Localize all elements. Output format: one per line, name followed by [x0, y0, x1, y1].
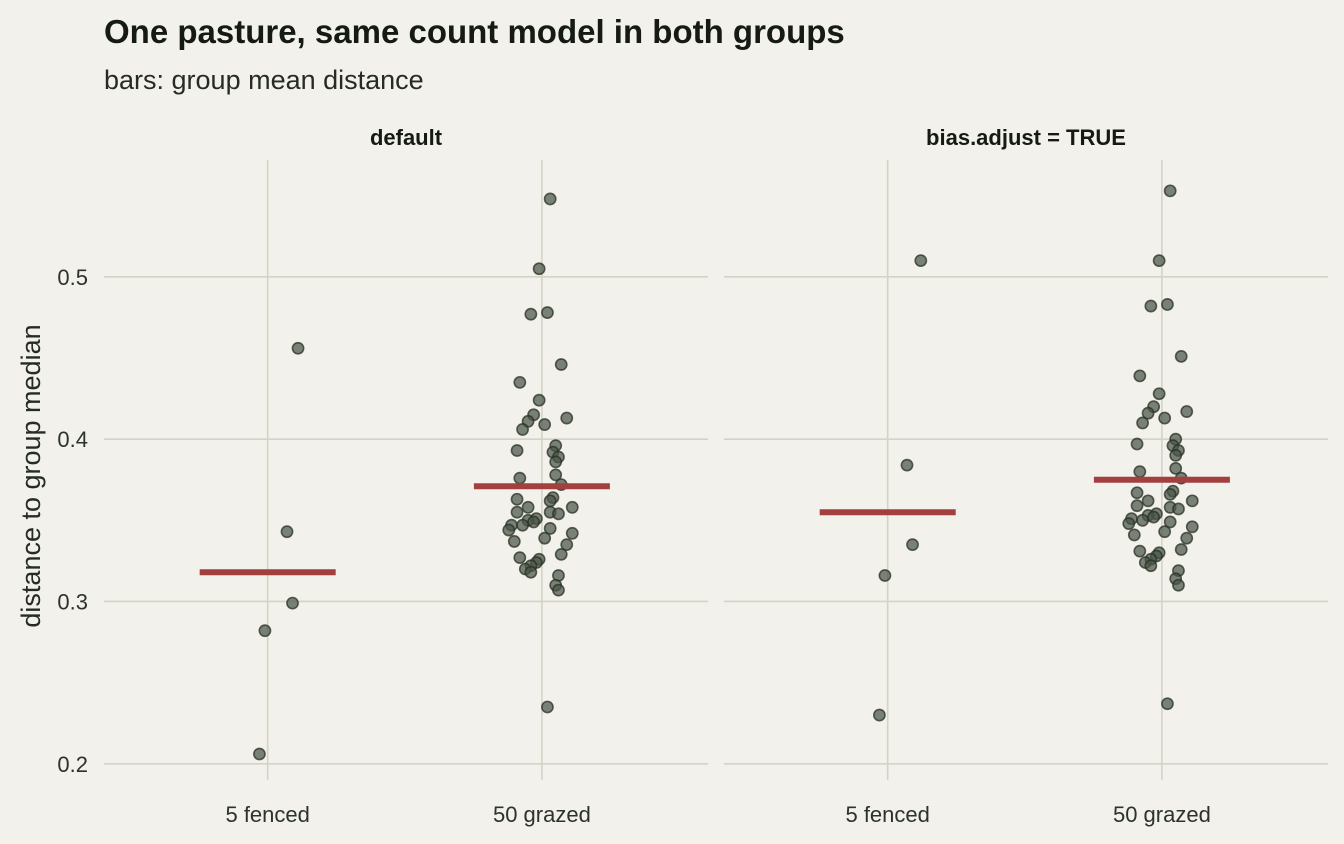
data-point — [873, 708, 886, 722]
data-point — [1133, 369, 1147, 383]
data-point — [510, 505, 524, 519]
data-point — [502, 523, 516, 537]
data-point — [878, 569, 892, 582]
data-point — [552, 507, 565, 521]
data-point — [1158, 525, 1172, 539]
data-point — [513, 551, 527, 565]
data-point — [532, 393, 546, 407]
data-point — [1174, 349, 1188, 363]
data-point — [510, 492, 524, 506]
data-point — [280, 525, 294, 539]
chart-subtitle: bars: group mean distance — [104, 65, 424, 95]
data-point — [1172, 578, 1185, 592]
data-point — [1174, 543, 1188, 556]
data-point — [1122, 517, 1136, 530]
y-tick-label: 0.2 — [57, 752, 88, 777]
data-point — [1147, 510, 1161, 524]
data-point — [552, 583, 565, 597]
data-point — [541, 306, 554, 319]
panel-strip-label: bias.adjust = TRUE — [926, 125, 1126, 150]
data-point — [1152, 387, 1166, 401]
data-point — [1158, 411, 1172, 425]
data-point — [543, 522, 557, 535]
data-point — [549, 468, 563, 482]
data-point — [253, 747, 266, 761]
panel-strip-label: default — [370, 125, 443, 150]
x-tick-label: 5 fenced — [845, 802, 929, 827]
data-point — [554, 547, 568, 561]
data-point — [291, 341, 305, 355]
data-point — [538, 418, 552, 431]
data-point — [541, 700, 554, 714]
data-point — [1152, 254, 1166, 268]
data-point — [524, 565, 538, 579]
data-point — [513, 471, 527, 485]
y-axis-label: distance to group median — [16, 324, 46, 627]
data-point — [1169, 448, 1183, 462]
data-point — [516, 518, 529, 532]
data-point — [1163, 515, 1177, 529]
data-point — [510, 444, 524, 457]
data-point — [1136, 416, 1149, 430]
data-point — [538, 531, 552, 545]
data-point — [1133, 544, 1147, 558]
panel-0: default 5 fenced 50 grazed — [104, 125, 708, 827]
data-point — [527, 515, 541, 529]
data-point — [1133, 465, 1147, 479]
data-point — [532, 262, 546, 276]
data-point — [565, 500, 579, 514]
y-tick-label: 0.3 — [57, 589, 88, 614]
data-point — [1144, 299, 1158, 313]
data-point — [549, 455, 563, 469]
data-point — [1185, 494, 1199, 508]
data-point — [1141, 494, 1155, 508]
data-point — [560, 411, 574, 425]
data-point — [1163, 487, 1177, 501]
data-point — [1185, 520, 1199, 534]
x-tick-label: 50 grazed — [493, 802, 591, 827]
y-tick-label: 0.5 — [57, 265, 88, 290]
data-point — [560, 538, 574, 552]
data-point — [1130, 486, 1144, 500]
data-point — [1180, 531, 1194, 545]
data-point — [1130, 499, 1144, 513]
data-point — [513, 375, 527, 389]
data-point — [524, 307, 538, 321]
data-point — [258, 624, 272, 638]
data-point — [1172, 502, 1185, 516]
data-point — [906, 538, 919, 552]
data-point — [1144, 559, 1158, 573]
data-point — [914, 254, 928, 268]
data-point — [543, 192, 557, 206]
data-point — [1127, 528, 1141, 542]
data-point — [565, 526, 579, 540]
chart-title: One pasture, same count model in both gr… — [104, 13, 845, 50]
data-point — [521, 500, 535, 514]
data-point — [1163, 184, 1177, 198]
data-point — [543, 494, 557, 508]
y-tick-label: 0.4 — [57, 427, 88, 452]
x-tick-label: 50 grazed — [1113, 802, 1211, 827]
panel-1: bias.adjust = TRUE 5 fenced 50 grazed — [724, 125, 1328, 827]
data-point — [1161, 298, 1174, 311]
data-point — [516, 423, 529, 436]
x-tick-label: 5 fenced — [225, 802, 309, 827]
data-point — [1161, 697, 1174, 711]
data-point — [286, 596, 299, 610]
data-point — [1180, 405, 1194, 418]
data-point — [554, 358, 568, 371]
data-point — [900, 458, 914, 472]
data-point — [507, 535, 521, 548]
data-point — [1169, 461, 1183, 475]
data-point — [1130, 437, 1144, 451]
data-point — [1136, 513, 1149, 527]
data-point — [1141, 406, 1155, 420]
